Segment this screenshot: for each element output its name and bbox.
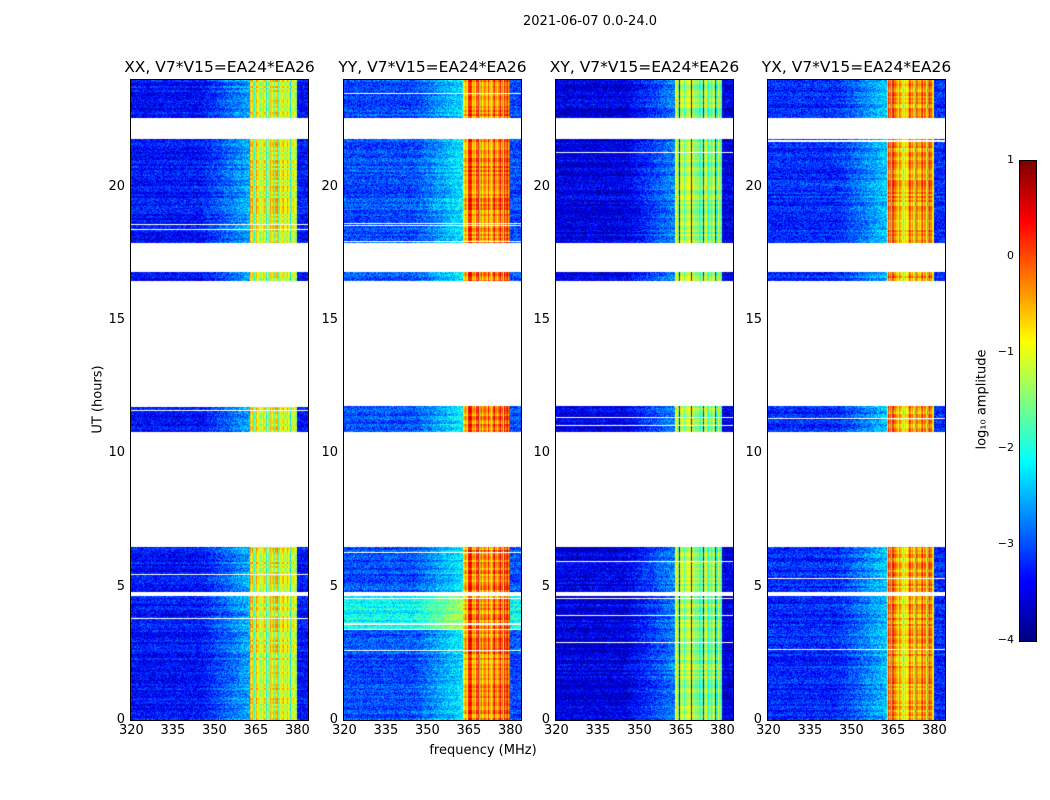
x-tick-label: 350 xyxy=(201,723,227,738)
x-tick-label: 320 xyxy=(544,723,569,738)
x-tick-label: 320 xyxy=(119,723,144,738)
y-tick-label: 15 xyxy=(745,312,762,327)
x-tick-label: 365 xyxy=(243,723,269,738)
x-tick-label: 350 xyxy=(414,723,440,738)
colorbar-tick-label: 0 xyxy=(1007,249,1014,262)
x-tick-label: 380 xyxy=(497,723,523,738)
y-tick-label: 20 xyxy=(533,178,550,194)
y-tick-label: 20 xyxy=(108,178,125,194)
y-tick-label: 15 xyxy=(108,312,125,327)
colorbar-tick-label: −2 xyxy=(997,441,1014,454)
x-tick-label: 365 xyxy=(456,723,482,738)
y-tick-label: 0 xyxy=(116,712,125,727)
y-tick-label: 0 xyxy=(541,712,550,727)
y-axis-label: UT (hours) xyxy=(90,365,106,434)
x-tick-label: 380 xyxy=(709,723,735,738)
x-tick-label: 335 xyxy=(585,723,611,738)
y-tick-label: 15 xyxy=(533,312,550,327)
x-tick-label: 335 xyxy=(797,723,823,738)
panel-title: YX, V7*V15=EA24*EA26 xyxy=(761,58,952,76)
y-tick-label: 5 xyxy=(753,578,762,594)
panel-title: YY, V7*V15=EA24*EA26 xyxy=(338,58,527,76)
y-tick-label: 10 xyxy=(108,445,125,461)
heatmap-panel-1 xyxy=(343,79,522,721)
y-tick-label: 20 xyxy=(745,178,762,194)
x-tick-label: 365 xyxy=(668,723,694,738)
panel-title: XY, V7*V15=EA24*EA26 xyxy=(549,58,740,76)
y-tick-label: 15 xyxy=(321,312,338,327)
colorbar-tick-label: −4 xyxy=(997,633,1014,646)
heatmap-panel-2 xyxy=(555,79,734,721)
x-tick-label: 380 xyxy=(284,723,310,738)
colorbar-tick-label: 1 xyxy=(1007,153,1014,166)
x-tick-label: 380 xyxy=(921,723,947,738)
x-tick-label: 365 xyxy=(880,723,906,738)
x-tick-label: 335 xyxy=(160,723,186,738)
x-tick-label: 335 xyxy=(373,723,399,738)
y-tick-label: 5 xyxy=(329,578,338,594)
heatmap-panel-0 xyxy=(130,79,309,721)
y-tick-label: 0 xyxy=(753,712,762,727)
colorbar-tick-label: −1 xyxy=(997,345,1014,358)
y-tick-label: 10 xyxy=(321,445,338,461)
x-axis-label: frequency (MHz) xyxy=(429,743,537,758)
y-tick-label: 10 xyxy=(533,445,550,461)
colorbar-tick-label: −3 xyxy=(997,537,1014,550)
x-tick-label: 350 xyxy=(838,723,864,738)
heatmap-panel-3 xyxy=(767,79,946,721)
colorbar xyxy=(1019,160,1037,642)
figure-title: 2021-06-07 0.0-24.0 xyxy=(523,14,657,29)
y-tick-label: 0 xyxy=(329,712,338,727)
x-tick-label: 320 xyxy=(332,723,357,738)
x-tick-label: 320 xyxy=(756,723,781,738)
y-tick-label: 5 xyxy=(116,578,125,594)
y-tick-label: 20 xyxy=(321,178,338,194)
y-tick-label: 10 xyxy=(745,445,762,461)
x-tick-label: 350 xyxy=(626,723,652,738)
panel-title: XX, V7*V15=EA24*EA26 xyxy=(124,58,315,76)
colorbar-label: log₁₀ amplitude xyxy=(974,349,990,450)
y-tick-label: 5 xyxy=(541,578,550,594)
